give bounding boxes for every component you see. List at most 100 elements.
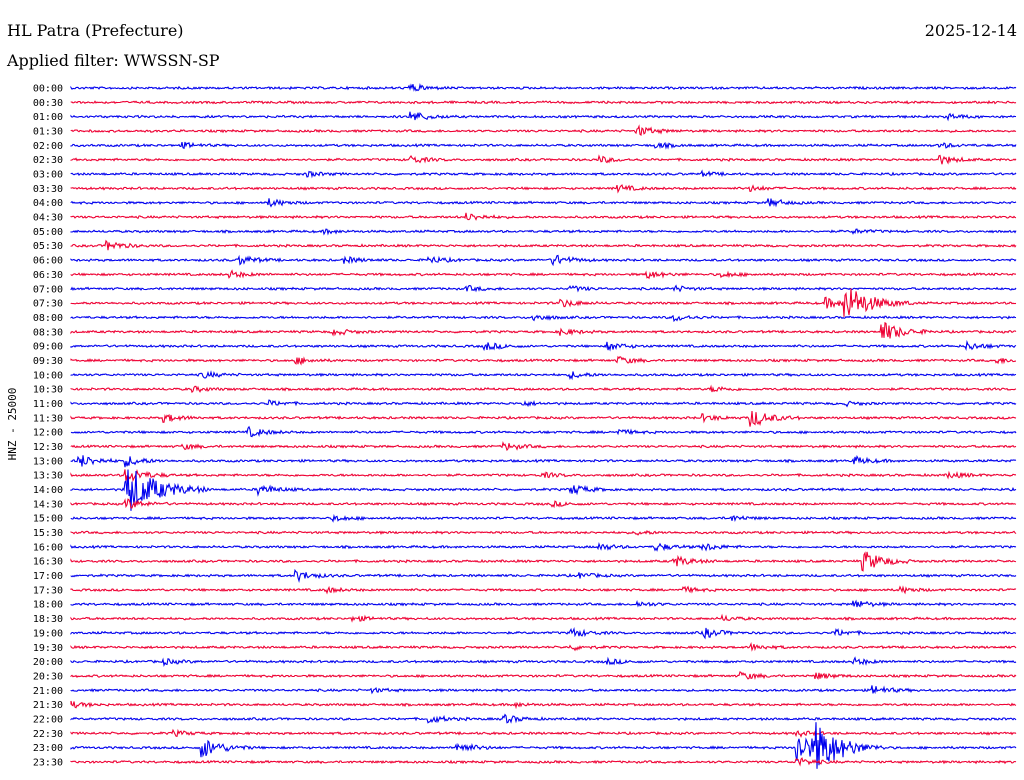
seismic-trace bbox=[70, 469, 1017, 511]
time-label: 20:30 bbox=[33, 671, 63, 682]
time-label: 11:30 bbox=[33, 413, 63, 424]
seismic-trace bbox=[70, 468, 1017, 483]
seismic-trace bbox=[70, 722, 1017, 769]
seismic-trace bbox=[70, 111, 1017, 122]
time-label: 14:00 bbox=[33, 485, 63, 496]
seismic-trace bbox=[70, 321, 1017, 339]
seismic-trace bbox=[70, 410, 1017, 427]
time-label: 09:00 bbox=[33, 342, 63, 353]
seismic-trace bbox=[70, 141, 1017, 150]
time-label: 06:00 bbox=[33, 256, 63, 267]
time-label: 03:00 bbox=[33, 170, 63, 181]
time-label: 17:30 bbox=[33, 585, 63, 596]
seismic-trace bbox=[70, 124, 1017, 136]
seismic-trace bbox=[70, 355, 1017, 366]
time-label: 10:00 bbox=[33, 370, 63, 381]
time-label: 23:00 bbox=[33, 743, 63, 754]
time-label: 08:00 bbox=[33, 313, 63, 324]
seismic-trace bbox=[70, 671, 1017, 680]
time-label: 19:30 bbox=[33, 643, 63, 654]
time-label: 11:00 bbox=[33, 399, 63, 410]
time-label: 04:00 bbox=[33, 198, 63, 209]
seismic-trace bbox=[70, 454, 1017, 468]
seismic-trace bbox=[70, 513, 1017, 523]
time-label: 03:30 bbox=[33, 184, 63, 195]
seismic-trace bbox=[70, 757, 1017, 767]
seismic-trace bbox=[70, 440, 1017, 452]
time-label: 22:00 bbox=[33, 714, 63, 725]
seismic-trace bbox=[70, 425, 1017, 438]
time-label: 00:00 bbox=[33, 84, 63, 95]
chart-date: 2025-12-14 bbox=[925, 21, 1017, 40]
seismic-trace bbox=[70, 198, 1017, 208]
time-label: 08:30 bbox=[33, 327, 63, 338]
time-label: 16:30 bbox=[33, 557, 63, 568]
time-label: 04:30 bbox=[33, 213, 63, 224]
time-label: 15:00 bbox=[33, 514, 63, 525]
time-label: 14:30 bbox=[33, 499, 63, 510]
time-label: 05:00 bbox=[33, 227, 63, 238]
seismic-trace bbox=[70, 269, 1017, 280]
chart-subtitle: Applied filter: WWSSN-SP bbox=[6, 51, 220, 70]
trace-rows: 00:00 00:30 01:00 01:30 02:00 02:30 03:00 03:30… bbox=[33, 82, 1017, 769]
time-label: 18:00 bbox=[33, 600, 63, 611]
seismic-trace bbox=[70, 314, 1017, 323]
seismic-trace bbox=[70, 184, 1017, 194]
time-label: 02:00 bbox=[33, 141, 63, 152]
y-axis-label: HNZ - 25000 bbox=[6, 388, 19, 461]
time-label: 15:30 bbox=[33, 528, 63, 539]
time-label: 21:00 bbox=[33, 686, 63, 697]
time-label: 19:00 bbox=[33, 628, 63, 639]
time-label: 09:30 bbox=[33, 356, 63, 367]
seismic-trace bbox=[70, 599, 1017, 608]
time-label: 12:00 bbox=[33, 428, 63, 439]
time-label: 18:30 bbox=[33, 614, 63, 625]
chart-title: HL Patra (Prefecture) bbox=[7, 21, 184, 40]
seismic-trace bbox=[70, 284, 1017, 293]
seismic-trace bbox=[70, 239, 1017, 251]
seismic-trace bbox=[70, 212, 1017, 221]
time-label: 06:30 bbox=[33, 270, 63, 281]
seismic-trace bbox=[70, 498, 1017, 509]
seismic-trace bbox=[70, 370, 1017, 381]
time-label: 00:30 bbox=[33, 98, 63, 109]
seismic-trace bbox=[70, 399, 1017, 408]
seismic-trace bbox=[70, 384, 1017, 394]
seismic-trace bbox=[70, 551, 1017, 572]
seismic-trace bbox=[70, 685, 1017, 695]
time-label: 16:00 bbox=[33, 542, 63, 553]
seismic-trace bbox=[70, 82, 1017, 92]
seismic-trace bbox=[70, 641, 1017, 652]
time-label: 21:30 bbox=[33, 700, 63, 711]
seismic-trace bbox=[70, 728, 1017, 738]
time-label: 07:00 bbox=[33, 284, 63, 295]
seismic-trace bbox=[70, 568, 1017, 583]
seismic-trace bbox=[70, 700, 1017, 710]
time-label: 13:00 bbox=[33, 456, 63, 467]
seismic-trace bbox=[70, 99, 1017, 105]
time-label: 23:30 bbox=[33, 757, 63, 768]
seismic-trace bbox=[70, 288, 1017, 317]
time-label: 07:30 bbox=[33, 299, 63, 310]
time-label: 05:30 bbox=[33, 241, 63, 252]
seismic-trace bbox=[70, 656, 1017, 667]
seismic-trace bbox=[70, 713, 1017, 724]
seismic-trace bbox=[70, 529, 1017, 536]
time-label: 17:00 bbox=[33, 571, 63, 582]
time-label: 20:00 bbox=[33, 657, 63, 668]
time-label: 10:30 bbox=[33, 385, 63, 396]
time-label: 01:00 bbox=[33, 112, 63, 123]
seismic-trace bbox=[70, 228, 1017, 236]
seismic-trace bbox=[70, 585, 1017, 595]
seismic-trace bbox=[70, 254, 1017, 267]
time-label: 13:30 bbox=[33, 471, 63, 482]
seismic-trace bbox=[70, 626, 1017, 640]
seismic-trace bbox=[70, 169, 1017, 179]
time-label: 22:30 bbox=[33, 729, 63, 740]
seismic-trace bbox=[70, 542, 1017, 552]
seismic-trace bbox=[70, 339, 1017, 352]
time-label: 02:30 bbox=[33, 155, 63, 166]
seismic-trace bbox=[70, 154, 1017, 165]
time-label: 12:30 bbox=[33, 442, 63, 453]
